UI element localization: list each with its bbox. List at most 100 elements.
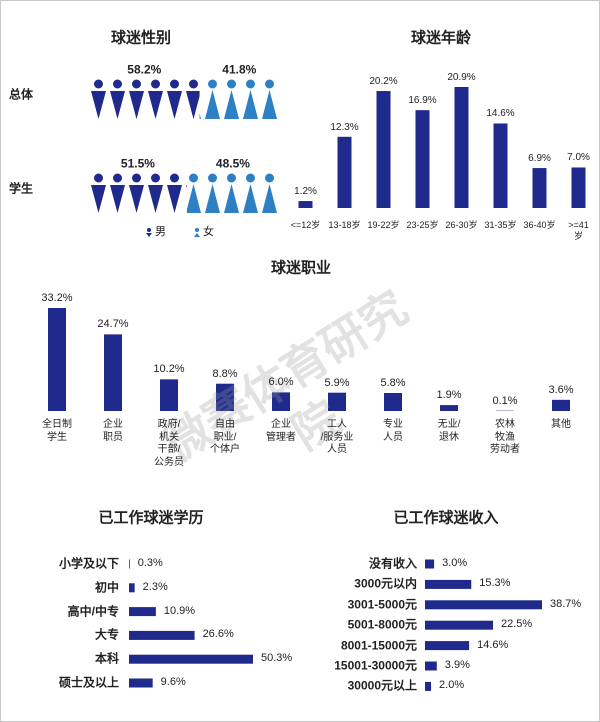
x-tick-label: 13-18岁 xyxy=(328,220,361,230)
bar xyxy=(571,167,586,208)
x-tick-label: 专业 人员 xyxy=(383,419,403,443)
y-tick-label: 3001-5000元 xyxy=(347,597,417,612)
chart-title: 已工作球迷学历 xyxy=(98,509,204,527)
value-label: 38.7% xyxy=(550,597,582,610)
bar xyxy=(337,136,352,208)
value-label: 26.6% xyxy=(202,628,234,641)
value-label: 9.6% xyxy=(160,676,186,689)
bar xyxy=(272,392,290,411)
x-tick-label: 23-25岁 xyxy=(406,220,439,230)
bar xyxy=(425,579,472,589)
value-label: 5.9% xyxy=(324,376,350,389)
x-tick-label: <=12岁 xyxy=(290,220,321,230)
x-tick-label: >=41岁 xyxy=(568,220,589,242)
value-label: 5.8% xyxy=(380,377,406,390)
bar xyxy=(129,559,130,569)
y-tick-label: 30000元以上 xyxy=(347,678,417,693)
x-tick-label: 政府/ 机关 干部/ 公务员 xyxy=(154,419,184,468)
value-label: 10.2% xyxy=(153,363,185,376)
value-label: 51.5% xyxy=(120,156,155,171)
bar xyxy=(493,123,508,208)
y-tick-label: 大专 xyxy=(94,627,119,642)
x-tick-label: 工人 /服务业 人员 xyxy=(320,419,354,455)
value-label: 1.2% xyxy=(294,185,317,197)
legend-icon xyxy=(147,228,151,232)
value-label: 3.0% xyxy=(442,557,468,570)
bar xyxy=(454,87,469,208)
chart-title: 球迷性别 xyxy=(110,29,172,47)
value-label: 1.9% xyxy=(436,389,462,402)
value-label: 50.3% xyxy=(261,652,293,665)
icon-segment xyxy=(89,173,187,215)
bar xyxy=(48,308,66,411)
legend-label: 男 xyxy=(155,226,166,239)
bar xyxy=(415,110,430,208)
bar xyxy=(552,399,570,411)
y-tick-label: 8001-15000元 xyxy=(340,638,417,653)
x-tick-label: 其他 xyxy=(551,419,571,430)
icon-segment xyxy=(89,79,200,121)
bar xyxy=(425,641,470,651)
value-label: 20.9% xyxy=(447,71,476,83)
bar xyxy=(376,91,391,208)
bar xyxy=(298,201,313,208)
y-tick-label: 初中 xyxy=(94,580,119,595)
bar xyxy=(425,661,437,671)
value-label: 12.3% xyxy=(330,121,359,133)
bar xyxy=(129,630,195,640)
legend-icon xyxy=(194,233,200,237)
chart-title: 球迷年龄 xyxy=(410,29,472,47)
bar xyxy=(440,405,458,411)
x-tick-label: 企业 管理者 xyxy=(266,419,296,443)
bar xyxy=(129,583,135,593)
y-tick-label: 高中/中专 xyxy=(67,604,119,619)
bar xyxy=(425,559,435,569)
value-label: 22.5% xyxy=(501,618,533,631)
y-tick-label: 5001-8000元 xyxy=(347,617,417,632)
chart-title: 球迷职业 xyxy=(270,259,332,277)
value-label: 24.7% xyxy=(97,318,129,331)
legend-label: 女 xyxy=(203,226,214,239)
x-tick-label: 19-22岁 xyxy=(367,220,400,230)
row-label: 学生 xyxy=(9,181,34,196)
bar xyxy=(160,379,178,411)
y-tick-label: 15001-30000元 xyxy=(334,658,417,673)
value-label: 15.3% xyxy=(479,577,511,590)
bar xyxy=(129,607,156,617)
chart-title: 已工作球迷收入 xyxy=(393,509,499,527)
value-label: 2.0% xyxy=(439,679,465,692)
value-label: 33.2% xyxy=(41,292,73,305)
value-label: 6.9% xyxy=(528,152,551,164)
y-tick-label: 小学及以下 xyxy=(58,556,119,571)
bar xyxy=(104,334,122,411)
legend-icon xyxy=(146,233,152,237)
bar xyxy=(532,168,547,208)
value-label: 0.1% xyxy=(492,394,518,407)
row-label: 总体 xyxy=(9,87,34,102)
value-label: 2.3% xyxy=(142,580,168,593)
y-tick-label: 没有收入 xyxy=(368,556,417,571)
value-label: 14.6% xyxy=(477,638,509,651)
bar xyxy=(425,600,542,610)
x-tick-label: 企业 职员 xyxy=(103,419,123,443)
x-tick-label: 全日制 学生 xyxy=(42,419,72,443)
y-tick-label: 3000元以内 xyxy=(354,576,417,591)
x-tick-label: 31-35岁 xyxy=(484,220,517,230)
bar xyxy=(129,678,153,688)
bar xyxy=(384,393,402,411)
value-label: 41.8% xyxy=(222,62,257,77)
value-label: 7.0% xyxy=(567,152,590,164)
bar xyxy=(425,681,432,691)
y-tick-label: 本科 xyxy=(94,651,119,666)
value-label: 0.3% xyxy=(137,557,163,570)
x-tick-label: 26-30岁 xyxy=(445,220,478,230)
y-tick-label: 硕士及以上 xyxy=(58,675,119,690)
bar xyxy=(129,654,253,664)
value-label: 3.6% xyxy=(548,383,574,396)
value-label: 48.5% xyxy=(215,156,250,171)
legend-icon xyxy=(195,228,199,232)
value-label: 14.6% xyxy=(486,108,515,120)
x-tick-label: 自由 职业/ 个体户 xyxy=(210,419,240,455)
value-label: 3.9% xyxy=(444,659,470,672)
